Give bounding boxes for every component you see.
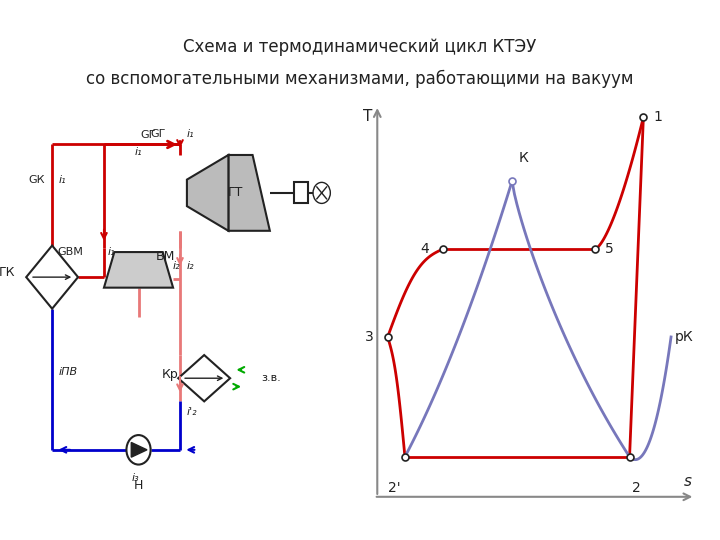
Text: 1: 1 [654, 110, 662, 124]
Text: GВМ: GВМ [58, 247, 84, 257]
Text: ГТ: ГТ [228, 186, 243, 199]
Text: 4: 4 [420, 242, 429, 256]
Text: GГ: GГ [150, 129, 166, 139]
Text: 2': 2' [388, 481, 401, 495]
Text: iПВ: iПВ [59, 367, 78, 377]
Text: рК: рК [675, 330, 693, 344]
Text: GК: GК [29, 176, 45, 185]
Text: со вспомогательными механизмами, работающими на вакуум: со вспомогательными механизмами, работаю… [86, 70, 634, 89]
Circle shape [127, 435, 150, 464]
Text: i₃: i₃ [131, 473, 139, 483]
Text: i₂: i₂ [173, 261, 180, 271]
Text: Н: Н [134, 480, 143, 492]
FancyBboxPatch shape [294, 183, 308, 204]
Text: T: T [364, 109, 373, 124]
Text: i₁: i₁ [59, 176, 67, 185]
Text: i'₂: i'₂ [187, 407, 197, 417]
Text: з.в.: з.в. [261, 373, 281, 383]
Text: К: К [519, 151, 528, 165]
Text: Схема и термодинамический цикл КТЭУ: Схема и термодинамический цикл КТЭУ [184, 38, 536, 56]
Text: ВМ: ВМ [156, 249, 175, 262]
Polygon shape [228, 155, 270, 231]
Text: i₁: i₁ [107, 247, 115, 257]
Polygon shape [26, 246, 78, 309]
Text: ГК: ГК [0, 266, 15, 279]
Text: i₂: i₂ [187, 261, 194, 271]
Polygon shape [179, 355, 230, 401]
Text: 5: 5 [606, 242, 614, 256]
Text: GГ: GГ [140, 130, 156, 140]
Circle shape [313, 183, 330, 204]
Text: 2: 2 [632, 481, 641, 495]
Polygon shape [187, 155, 228, 231]
Polygon shape [131, 442, 147, 457]
Text: i₁: i₁ [135, 146, 143, 157]
Text: Кр: Кр [161, 368, 178, 381]
Text: s: s [684, 474, 692, 489]
Text: 3: 3 [365, 330, 374, 344]
Polygon shape [104, 252, 173, 288]
Text: i₁: i₁ [187, 129, 194, 139]
